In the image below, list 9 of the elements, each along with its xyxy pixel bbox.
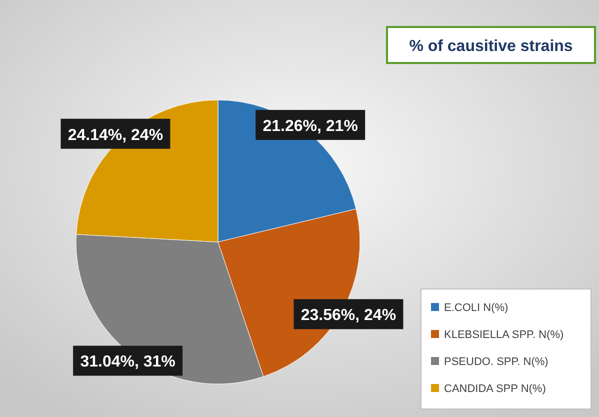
data-label: 21.26%, 21% <box>262 118 358 135</box>
legend-label: CANDIDA SPP N(%) <box>444 383 546 395</box>
chart-title: % of causitive strains <box>409 38 573 55</box>
data-label: 24.14%, 24% <box>68 126 164 144</box>
legend-label: KLEBSIELLA SPP. N(%) <box>444 329 564 341</box>
legend-label: E.COLI N(%) <box>444 302 508 314</box>
data-label: 31.04%, 31% <box>80 354 176 371</box>
data-label: 23.56%, 24% <box>300 307 396 324</box>
legend-label: PSEUDO. SPP. N(%) <box>444 356 548 368</box>
